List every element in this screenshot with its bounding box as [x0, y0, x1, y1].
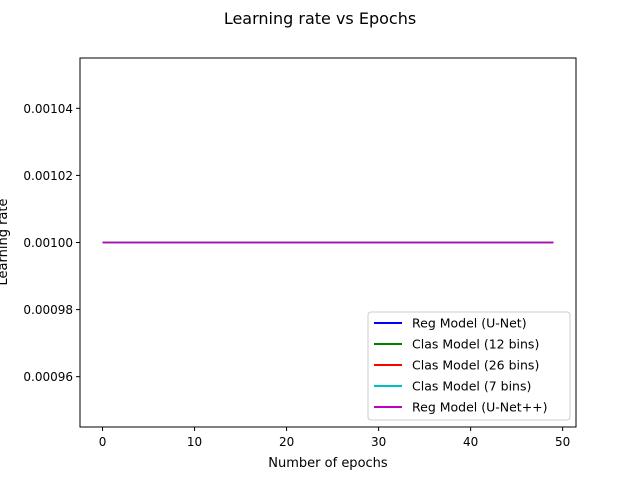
x-axis-label: Number of epochs	[268, 456, 388, 471]
legend-label-4: Clas Model (7 bins)	[412, 379, 531, 394]
y-tick-label: 0.00102	[23, 169, 73, 183]
x-tick-label: 40	[463, 435, 478, 449]
y-tick-label: 0.00096	[23, 370, 73, 384]
legend-label-2: Clas Model (12 bins)	[412, 337, 539, 352]
y-tick-label: 0.00104	[23, 102, 73, 116]
axes-frame	[79, 57, 577, 428]
legend: Reg Model (U-Net) Clas Model (12 bins) Cla…	[367, 311, 571, 421]
legend-label-5: Reg Model (U-Net++)	[412, 400, 548, 415]
chart-title: Learning rate vs Epochs	[224, 9, 416, 28]
x-tick-label: 20	[279, 435, 294, 449]
plot-area: 0 10 20 30 40 50 0.00096 0.00098 0.00100 0.00102 0…	[23, 57, 577, 449]
y-tick-label: 0.00100	[23, 236, 73, 250]
y-tick-label: 0.00098	[23, 303, 73, 317]
legend-label-3: Clas Model (26 bins)	[412, 358, 539, 373]
x-tick-label: 0	[99, 435, 107, 449]
x-tick-label: 10	[187, 435, 202, 449]
x-tick-label: 30	[371, 435, 386, 449]
x-tick-label: 50	[555, 435, 570, 449]
legend-box	[367, 311, 571, 421]
legend-label-1: Reg Model (U-Net)	[412, 316, 527, 331]
y-axis-label: Learning rate	[0, 199, 11, 286]
